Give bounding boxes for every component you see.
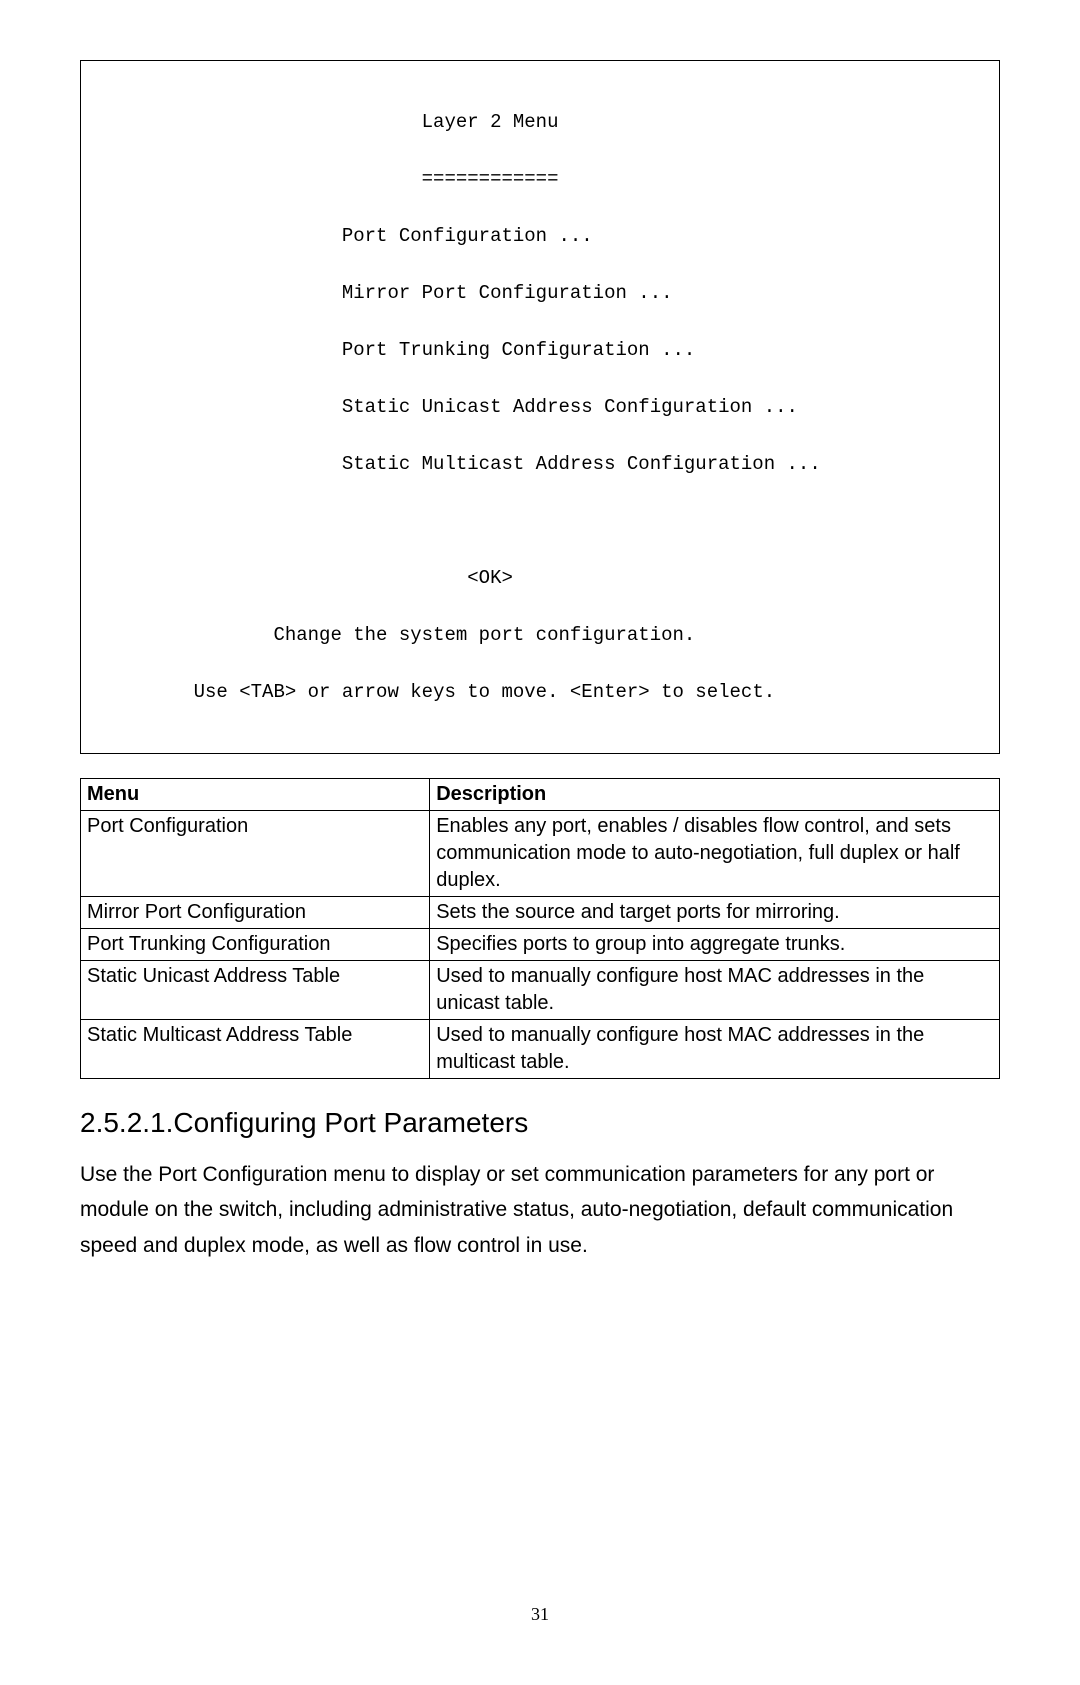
terminal-hint: Change the system port configuration. [91,621,989,650]
terminal-panel: Layer 2 Menu ============ Port Configura… [80,60,1000,754]
section-heading: 2.5.2.1.Configuring Port Parameters [80,1107,1000,1139]
table-header-row: Menu Description [81,778,1000,810]
cell-menu: Port Configuration [81,810,430,896]
terminal-item: Static Unicast Address Configuration ... [91,393,989,422]
cell-menu: Port Trunking Configuration [81,928,430,960]
header-menu: Menu [81,778,430,810]
cell-menu: Static Multicast Address Table [81,1019,430,1078]
table-row: Port Trunking Configuration Specifies po… [81,928,1000,960]
terminal-blank [91,507,989,536]
terminal-item: Port Trunking Configuration ... [91,336,989,365]
terminal-divider: ============ [91,165,989,194]
header-description: Description [430,778,1000,810]
terminal-item: Port Configuration ... [91,222,989,251]
cell-desc: Used to manually configure host MAC addr… [430,1019,1000,1078]
section-paragraph: Use the Port Configuration menu to displ… [80,1157,1000,1264]
cell-desc: Sets the source and target ports for mir… [430,896,1000,928]
terminal-hint: Use <TAB> or arrow keys to move. <Enter>… [91,678,989,707]
cell-desc: Enables any port, enables / disables flo… [430,810,1000,896]
table-row: Port Configuration Enables any port, ena… [81,810,1000,896]
cell-menu: Mirror Port Configuration [81,896,430,928]
terminal-title: Layer 2 Menu [91,108,989,137]
cell-desc: Specifies ports to group into aggregate … [430,928,1000,960]
terminal-item: Static Multicast Address Configuration .… [91,450,989,479]
table-row: Mirror Port Configuration Sets the sourc… [81,896,1000,928]
cell-desc: Used to manually configure host MAC addr… [430,960,1000,1019]
terminal-item: Mirror Port Configuration ... [91,279,989,308]
cell-menu: Static Unicast Address Table [81,960,430,1019]
menu-table: Menu Description Port Configuration Enab… [80,778,1000,1079]
table-row: Static Unicast Address Table Used to man… [81,960,1000,1019]
table-row: Static Multicast Address Table Used to m… [81,1019,1000,1078]
page-number: 31 [80,1604,1000,1625]
terminal-ok: <OK> [91,564,989,593]
